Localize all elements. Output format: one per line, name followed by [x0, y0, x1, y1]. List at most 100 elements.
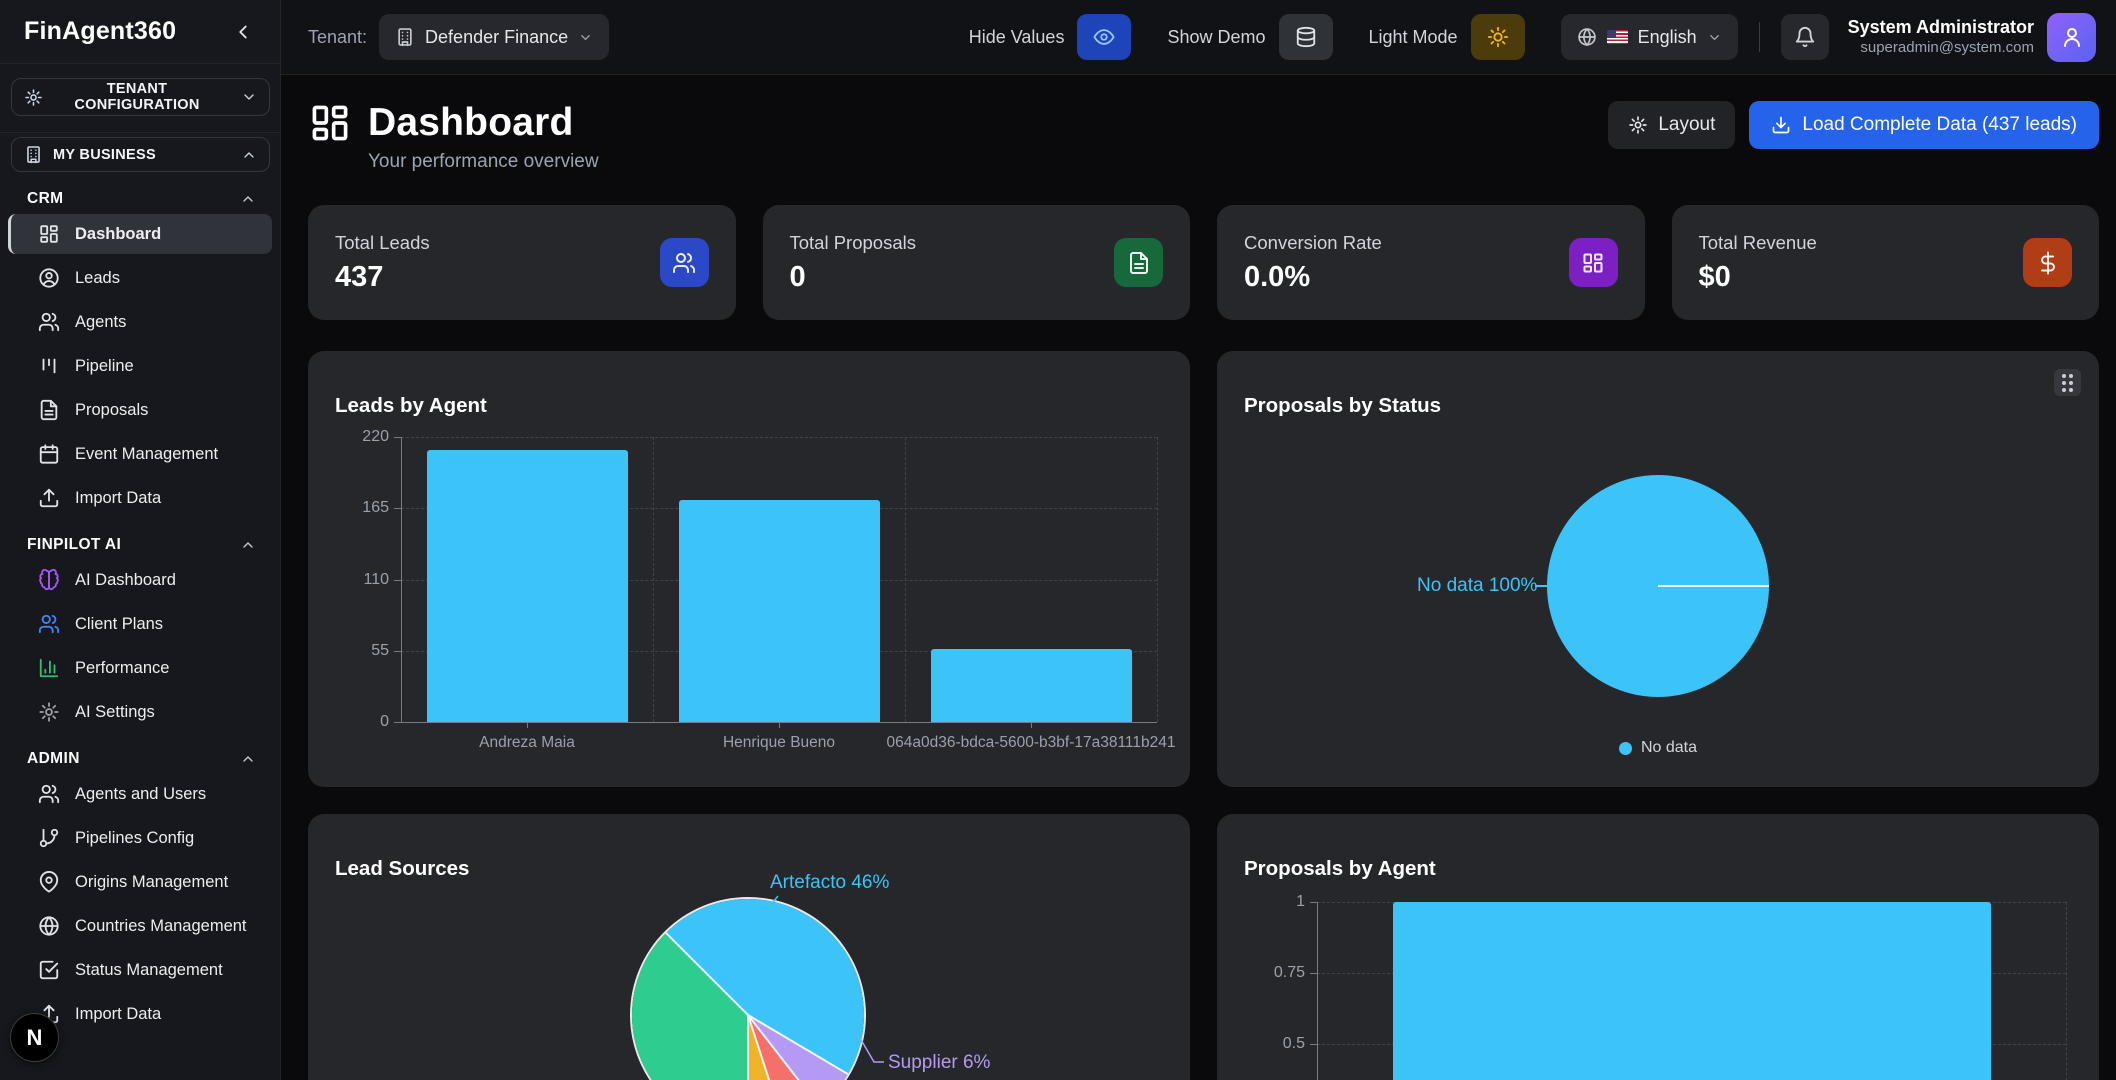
- sidebar-item-performance[interactable]: Performance: [8, 648, 272, 688]
- load-complete-data-button[interactable]: Load Complete Data (437 leads): [1749, 101, 2099, 149]
- sidebar-item-label: Event Management: [75, 444, 219, 463]
- y-tick-label: 110: [363, 570, 389, 588]
- sidebar-item-label: Client Plans: [75, 614, 164, 633]
- user-name: System Administrator: [1847, 17, 2034, 38]
- download-icon: [1771, 115, 1791, 135]
- show-demo-label: Show Demo: [1167, 26, 1266, 47]
- sidebar-item-agents-and-users[interactable]: Agents and Users: [8, 774, 272, 814]
- chevron-up-icon: [240, 537, 256, 553]
- y-tick-label: 0.5: [1282, 1035, 1305, 1052]
- sidebar-item-import-data-admin[interactable]: Import Data: [8, 994, 272, 1034]
- chevron-down-icon: [1707, 30, 1722, 45]
- bar: [426, 449, 628, 722]
- gridline-vertical: [2066, 902, 2067, 1080]
- y-tick-label: 165: [362, 499, 389, 517]
- sidebar-section-crm: CRM Dashboard Leads Agents Pipeline Prop…: [0, 184, 280, 518]
- sidebar-item-label: Leads: [75, 268, 120, 287]
- pie-callout: Supplier 6%: [888, 1052, 991, 1073]
- database-icon: [1295, 26, 1317, 48]
- sidebar-item-pipeline[interactable]: Pipeline: [8, 346, 272, 386]
- sidebar-item-ai-dashboard[interactable]: AI Dashboard: [8, 560, 272, 600]
- stat-value: 0: [789, 260, 806, 293]
- sidebar-item-client-plans[interactable]: Client Plans: [8, 604, 272, 644]
- sidebar-section-finpilot-ai: FINPILOT AI AI Dashboard Client Plans Pe…: [0, 530, 280, 732]
- sidebar-item-label: Agents and Users: [75, 784, 207, 803]
- gear-icon: [1628, 115, 1648, 135]
- users-icon: [38, 311, 60, 333]
- chart-legend[interactable]: No data: [1217, 739, 2099, 757]
- tenant-selector[interactable]: Defender Finance: [379, 14, 610, 60]
- notifications-button[interactable]: [1780, 14, 1829, 60]
- sidebar-item-status-management[interactable]: Status Management: [8, 950, 272, 990]
- building-icon: [395, 27, 415, 47]
- main-content: Dashboard Your performance overview Layo…: [281, 75, 2116, 1080]
- sidebar-item-agents[interactable]: Agents: [8, 302, 272, 342]
- tenant-configuration-button[interactable]: TENANT CONFIGURATION: [11, 78, 270, 116]
- brain-icon: [38, 569, 60, 591]
- category-label: Andreza Maia: [479, 734, 575, 751]
- sidebar-item-import-data[interactable]: Import Data: [8, 478, 272, 518]
- tenant-configuration-label: TENANT CONFIGURATION: [74, 81, 200, 113]
- category-label: Henrique Bueno: [722, 734, 836, 751]
- sidebar-item-label: Status Management: [75, 960, 223, 979]
- y-tick-label: 55: [371, 641, 389, 659]
- grid-icon: [1568, 238, 1618, 287]
- dollar-icon: [2023, 238, 2072, 287]
- sidebar-item-pipelines-config[interactable]: Pipelines Config: [8, 818, 272, 858]
- bell-icon: [1794, 26, 1816, 48]
- sidebar-item-proposals[interactable]: Proposals: [8, 390, 272, 430]
- axis-tick: [394, 722, 401, 723]
- show-demo-toggle[interactable]: [1278, 14, 1333, 60]
- sidebar-item-label: Origins Management: [75, 872, 229, 891]
- charts-row-1: Leads by Agent 0 55 110 165 220 Andreza Maia H…: [308, 351, 2099, 787]
- language-selector[interactable]: English: [1560, 14, 1738, 60]
- user-email: superadmin@system.com: [1860, 38, 2034, 56]
- stat-value: $0: [1698, 260, 1731, 293]
- sidebar-header: FinAgent360: [0, 0, 280, 64]
- hide-values-toggle[interactable]: [1077, 14, 1132, 60]
- us-flag-icon: [1606, 30, 1628, 44]
- sidebar-divider: [0, 132, 280, 133]
- layout-button[interactable]: Layout: [1608, 101, 1736, 149]
- users-icon: [659, 238, 709, 287]
- sidebar-item-label: Dashboard: [75, 224, 162, 243]
- chart-card-lead-sources: Lead Sources Artefacto 46% Supplier 6%: [308, 814, 1190, 1080]
- section-header-finpilot-ai[interactable]: FINPILOT AI: [0, 530, 280, 560]
- chart-card-leads-by-agent: Leads by Agent 0 55 110 165 220 Andreza Maia H…: [308, 351, 1190, 787]
- pie-leader-line: [1535, 585, 1549, 587]
- tenant-value: Defender Finance: [425, 26, 569, 47]
- page-title: Dashboard: [368, 101, 574, 144]
- y-tick-label: 1: [1296, 893, 1305, 910]
- sidebar-item-leads[interactable]: Leads: [8, 258, 272, 298]
- chart-title: Proposals by Status: [1244, 394, 1442, 417]
- stat-label: Total Leads: [335, 231, 430, 253]
- user-info: System Administrator superadmin@system.c…: [1848, 16, 2034, 57]
- sidebar-item-dashboard[interactable]: Dashboard: [8, 214, 272, 254]
- sidebar-collapse-button[interactable]: [228, 17, 258, 47]
- sidebar-item-label: Agents: [75, 312, 127, 331]
- light-mode-label: Light Mode: [1368, 26, 1458, 47]
- sidebar-item-label: Pipelines Config: [75, 828, 195, 847]
- bar-chart-icon: [38, 657, 60, 679]
- upload-icon: [38, 487, 60, 509]
- globe-icon: [38, 915, 60, 937]
- building-icon: [24, 145, 43, 164]
- user-avatar-button[interactable]: [2047, 12, 2096, 62]
- axis-tick: [1310, 973, 1317, 974]
- stat-value: 437: [335, 260, 384, 293]
- map-pin-icon: [38, 871, 60, 893]
- section-header-admin[interactable]: ADMIN: [0, 744, 280, 774]
- legend-label: No data: [1640, 739, 1698, 756]
- my-business-button[interactable]: MY BUSINESS: [11, 137, 270, 172]
- light-mode-toggle[interactable]: [1470, 14, 1525, 60]
- sidebar-item-ai-settings[interactable]: AI Settings: [8, 692, 272, 732]
- charts-row-2: Lead Sources Artefacto 46% Supplier 6% P…: [308, 814, 2099, 1080]
- dev-tools-badge[interactable]: N: [10, 1013, 59, 1062]
- axis-tick: [1310, 1044, 1317, 1045]
- bar: [930, 649, 1132, 722]
- sidebar-item-event-management[interactable]: Event Management: [8, 434, 272, 474]
- sidebar-item-origins-management[interactable]: Origins Management: [8, 862, 272, 902]
- section-header-crm[interactable]: CRM: [0, 184, 280, 214]
- drag-handle-icon[interactable]: [2054, 369, 2081, 396]
- sidebar-item-countries-management[interactable]: Countries Management: [8, 906, 272, 946]
